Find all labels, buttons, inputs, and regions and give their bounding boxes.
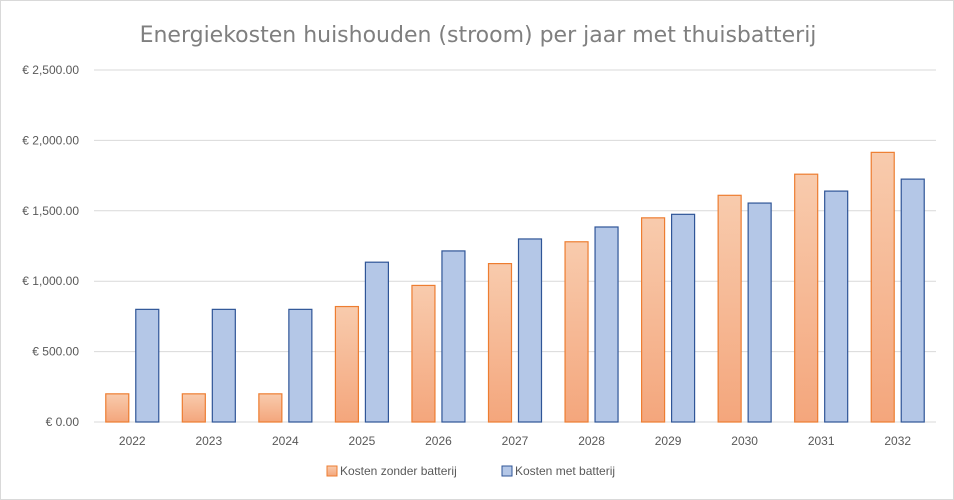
bar-zonder-batterij-2031 <box>794 173 819 423</box>
bar-met-batterij-2022 <box>135 308 160 423</box>
x-tick-label: 2028 <box>578 434 605 448</box>
chart-title: Energiekosten huishouden (stroom) per ja… <box>140 23 817 48</box>
bar-zonder-batterij-2023 <box>181 393 206 423</box>
bars <box>105 151 925 423</box>
x-tick-label: 2030 <box>731 434 758 448</box>
legend-label: Kosten met batterij <box>515 464 615 478</box>
x-tick-label: 2032 <box>884 434 911 448</box>
bar-met-batterij-2024 <box>288 308 313 423</box>
bar-zonder-batterij-2024 <box>258 393 283 423</box>
bar-zonder-batterij-2032 <box>870 151 895 423</box>
bar-met-batterij-2027 <box>517 238 543 423</box>
x-tick-label: 2022 <box>119 434 146 448</box>
x-tick-label: 2024 <box>272 434 299 448</box>
x-tick-label: 2023 <box>195 434 222 448</box>
bar-met-batterij-2028 <box>594 226 619 423</box>
y-tick-label: € 1,500.00 <box>22 204 79 218</box>
x-axis-tick-labels: 2022 2023 2024 2025 2026 2027 2028 2029 2030 2031… <box>119 434 911 448</box>
bar-zonder-batterij-2025 <box>334 305 360 423</box>
x-tick-label: 2027 <box>502 434 529 448</box>
x-tick-label: 2025 <box>349 434 376 448</box>
y-tick-label: € 2,500.00 <box>22 63 79 77</box>
bar-met-batterij-2026 <box>441 250 466 423</box>
bar-met-batterij-2031 <box>824 190 849 423</box>
y-tick-label: € 500.00 <box>32 345 79 359</box>
x-tick-label: 2026 <box>425 434 452 448</box>
bar-zonder-batterij-2026 <box>411 284 436 423</box>
legend-swatch <box>501 465 513 477</box>
legend-swatch <box>326 465 338 477</box>
legend: Kosten zonder batterij Kosten met batteri… <box>326 464 615 478</box>
bar-zonder-batterij-2029 <box>640 217 666 423</box>
bar-zonder-batterij-2030 <box>717 194 742 423</box>
x-tick-label: 2031 <box>808 434 835 448</box>
x-tick-label: 2029 <box>655 434 682 448</box>
bar-met-batterij-2025 <box>364 261 390 423</box>
y-tick-label: € 1,000.00 <box>22 274 79 288</box>
bar-met-batterij-2029 <box>670 213 696 423</box>
bar-met-batterij-2030 <box>747 202 772 423</box>
bar-zonder-batterij-2028 <box>564 241 589 423</box>
bar-met-batterij-2023 <box>211 308 236 423</box>
legend-label: Kosten zonder batterij <box>340 464 457 478</box>
y-tick-label: € 0.00 <box>46 415 80 429</box>
bar-zonder-batterij-2027 <box>487 263 513 423</box>
bar-met-batterij-2032 <box>900 178 925 423</box>
y-axis-tick-labels: € 0.00 € 500.00 € 1,000.00 € 1,500.00 € 2,00… <box>22 63 79 429</box>
y-tick-label: € 2,000.00 <box>22 133 79 147</box>
bar-zonder-batterij-2022 <box>105 393 130 423</box>
